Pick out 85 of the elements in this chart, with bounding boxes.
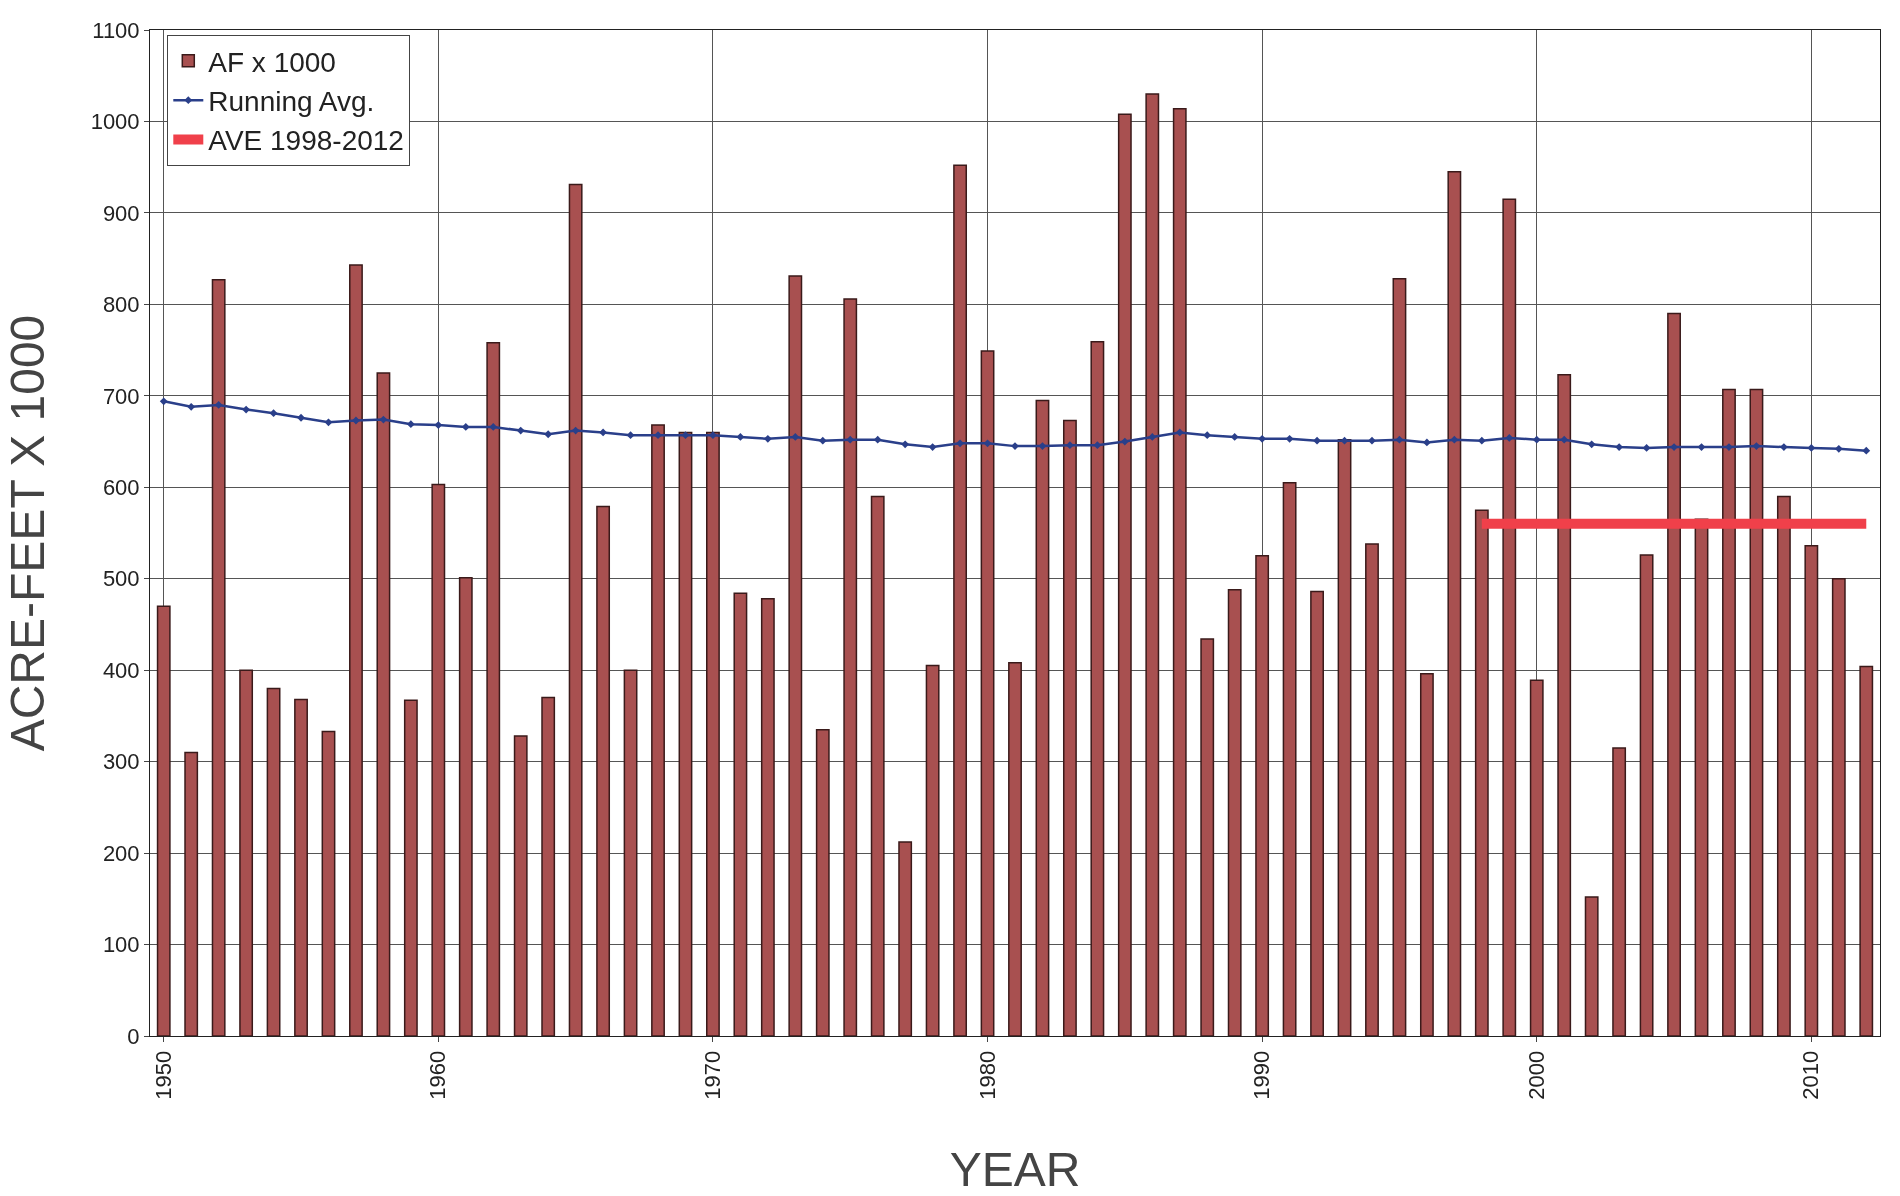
y-tick-label: 1100 [92,17,140,43]
y-tick-label: 900 [102,200,140,226]
bar [184,751,199,1036]
bar [925,664,940,1036]
bar [513,735,528,1036]
bar [706,431,720,1036]
bar [1557,374,1572,1036]
bar [568,183,583,1036]
y-tick-label: 0 [127,1023,140,1049]
bar [1447,171,1462,1036]
bar [431,483,446,1036]
bar [1612,747,1627,1036]
bar [403,699,418,1036]
bar [1667,312,1681,1036]
bar [1584,896,1599,1036]
bar [1008,662,1022,1036]
x-tick-label: 1960 [425,1050,451,1100]
bar [349,264,363,1036]
bar [1776,495,1791,1036]
bar [870,495,885,1036]
bar [1365,543,1379,1036]
bar [1639,554,1654,1036]
bar [1749,388,1764,1036]
bar [1035,399,1050,1036]
bar [1227,588,1242,1036]
x-axis-title: YEAR [949,1143,1081,1196]
bar [953,164,968,1036]
legend-label: AVE 1998-2012 [208,125,404,157]
x-tick-label: 1990 [1249,1050,1275,1100]
bar [266,687,281,1036]
bar [1172,107,1187,1036]
bar [651,424,665,1036]
x-tick-label: 1980 [974,1050,1000,1100]
bar [1255,555,1270,1036]
y-tick-label: 100 [102,932,140,958]
legend-label: Running Avg. [208,86,375,118]
bar [321,730,336,1036]
x-tick-label: 1970 [700,1050,726,1100]
bar [1804,545,1819,1036]
bar [1062,419,1077,1036]
bar [1722,388,1736,1036]
bar [211,278,226,1036]
bar [678,431,693,1036]
bar [1529,679,1544,1036]
bar [458,577,473,1036]
bar [1859,665,1874,1036]
y-tick-label: 200 [102,840,140,866]
bar [376,372,391,1036]
x-tick-label: 2000 [1523,1050,1549,1100]
bar [815,728,830,1036]
bar [623,669,638,1036]
bar [1145,93,1160,1036]
bar [760,598,775,1036]
y-tick-label: 700 [102,383,140,409]
bar [788,275,803,1036]
bar [898,841,913,1036]
bar [843,298,858,1036]
bar [541,696,556,1036]
bar [156,605,171,1036]
x-tick-label: 1950 [150,1050,176,1100]
y-tick-label: 1000 [90,109,140,135]
y-tick-label: 600 [102,474,140,500]
bar [733,592,748,1036]
x-tick-label: 2010 [1798,1050,1824,1100]
bar [486,342,501,1036]
y-tick-label: 800 [102,292,140,318]
bar [1419,673,1434,1036]
y-tick-label: 300 [102,749,140,775]
y-tick-label: 400 [102,657,140,683]
bar [239,669,254,1036]
bar [294,698,308,1036]
bar [1090,341,1105,1036]
bar [1392,278,1407,1036]
bar [1831,577,1846,1036]
bar [1200,638,1215,1036]
y-tick-label: 500 [102,566,140,592]
bar [1474,509,1489,1036]
bar [596,505,611,1036]
bar [1117,113,1132,1036]
bar [980,350,995,1036]
bar [1502,198,1517,1036]
bar [1310,590,1324,1036]
legend-label: AF x 1000 [208,46,336,78]
y-axis-title: ACRE-FEET X 1000 [1,314,54,752]
bar [1282,481,1297,1036]
